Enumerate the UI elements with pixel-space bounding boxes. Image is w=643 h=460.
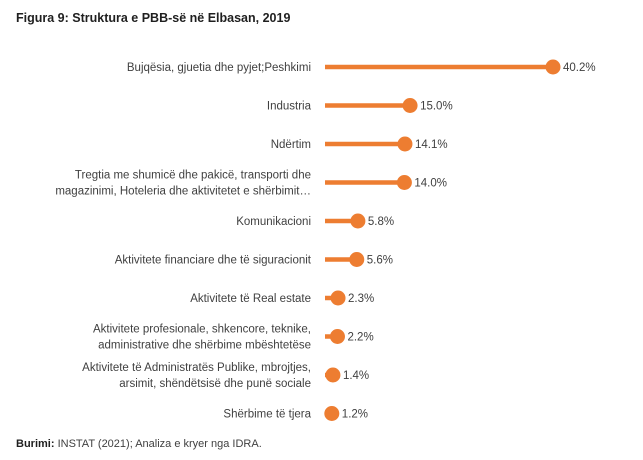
lollipop-dot bbox=[350, 213, 366, 229]
value-label: 40.2% bbox=[563, 62, 596, 74]
category-label: arsimit, shëndëtsisë dhe punë sociale bbox=[119, 378, 311, 390]
lollipop-dot bbox=[325, 367, 341, 383]
category-label: Bujqësia, gjuetia dhe pyjet;Peshkimi bbox=[127, 62, 311, 74]
value-label: 15.0% bbox=[420, 101, 453, 113]
value-label: 2.2% bbox=[347, 332, 373, 344]
value-label: 14.0% bbox=[414, 178, 447, 190]
category-label: Ndërtim bbox=[271, 139, 311, 151]
source-text: INSTAT (2021); Analiza e kryer nga IDRA. bbox=[57, 438, 262, 450]
lollipop-dot bbox=[545, 59, 561, 75]
category-label: Aktivitete financiare dhe të siguracioni… bbox=[115, 255, 312, 267]
source-label: Burimi: bbox=[16, 438, 55, 450]
category-label: Aktivitete profesionale, shkencore, tekn… bbox=[93, 324, 311, 336]
category-label: Aktivitete të Administratës Publike, mbr… bbox=[82, 362, 311, 374]
category-label: Shërbime të tjera bbox=[223, 409, 311, 421]
category-label: Industria bbox=[267, 101, 312, 113]
value-label: 1.4% bbox=[343, 370, 369, 382]
lollipop-dot bbox=[329, 329, 345, 344]
category-label: Tregtia me shumicë dhe pakicë, transport… bbox=[75, 170, 311, 182]
value-label: 14.1% bbox=[415, 139, 448, 151]
figure-title: Figura 9: Struktura e PBB-së në Elbasan,… bbox=[16, 11, 291, 25]
lollipop-dot bbox=[349, 252, 365, 267]
value-label: 5.8% bbox=[368, 216, 394, 228]
lollipop-dot bbox=[324, 406, 340, 421]
lollipop-dot bbox=[330, 290, 346, 306]
lollipop-dot bbox=[397, 136, 413, 152]
value-label: 5.6% bbox=[367, 255, 393, 267]
value-label: 2.3% bbox=[348, 293, 374, 305]
figure-source: Burimi: INSTAT (2021); Analiza e kryer n… bbox=[16, 438, 262, 450]
category-label: administrative dhe shërbime mbështetëse bbox=[98, 340, 311, 352]
category-label: magazinimi, Hoteleria dhe aktivitetet e … bbox=[55, 186, 311, 198]
lollipop-dot bbox=[402, 98, 418, 113]
value-label: 1.2% bbox=[342, 409, 368, 421]
category-label: Aktivitete të Real estate bbox=[190, 293, 311, 305]
lollipop-dot bbox=[396, 175, 412, 190]
category-label: Komunikacioni bbox=[236, 216, 311, 228]
